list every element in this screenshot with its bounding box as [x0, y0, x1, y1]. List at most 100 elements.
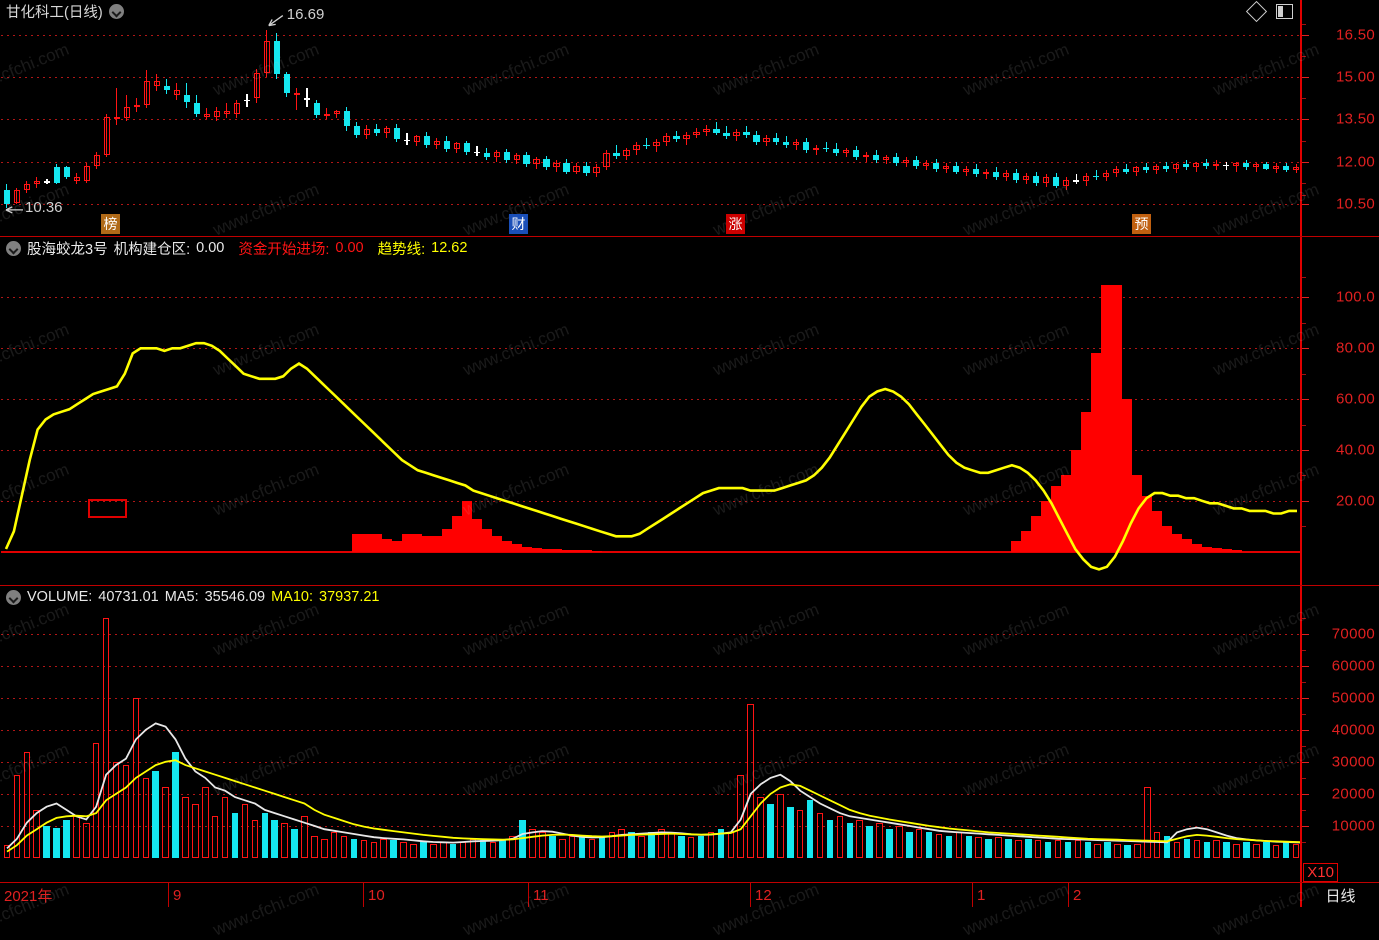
volume-bar [1064, 841, 1072, 858]
volume-bar [499, 838, 507, 858]
volume-bar [1005, 838, 1012, 858]
indicator-item-0-value: 0.00 [196, 240, 225, 256]
chevron-down-icon[interactable] [6, 589, 21, 605]
gridline [1, 77, 1300, 78]
volume-bar [658, 829, 665, 858]
volume-bar [1193, 840, 1201, 858]
volume-bar [1163, 835, 1171, 858]
volume-bar [886, 829, 893, 858]
indicator-histogram-bar [1181, 538, 1192, 552]
date-label-4: 12 [750, 883, 772, 907]
candle-body [1272, 165, 1280, 169]
indicator-plot-area[interactable] [1, 237, 1300, 585]
price-marker-2[interactable]: 涨 [726, 214, 745, 234]
candle-body [1182, 164, 1190, 168]
candle-wick [1045, 174, 1047, 187]
candle-body [463, 143, 470, 152]
candle-body [1063, 179, 1070, 186]
candle-wick [785, 136, 787, 148]
candle-wick [106, 113, 108, 158]
candle-body [443, 140, 450, 149]
candle-body [323, 113, 330, 116]
volume-bar [1144, 787, 1151, 858]
candle-body [373, 129, 380, 134]
price-marker-3[interactable]: 预 [1132, 214, 1151, 234]
volume-bar [687, 837, 695, 858]
indicator-legend-box [88, 499, 127, 518]
candle-wick [366, 125, 368, 140]
volume-bar [3, 845, 11, 858]
volume-bar [1104, 841, 1111, 858]
price-marker-0[interactable]: 榜 [101, 214, 120, 234]
candle-body [563, 163, 570, 172]
volume-value: 40731.01 [98, 589, 159, 605]
candle-body [543, 158, 550, 168]
candle-body [823, 147, 830, 150]
price-plot-area[interactable]: 16.69 10.36 [1, 0, 1300, 236]
candle-body [603, 153, 610, 168]
panel-icon[interactable] [1276, 4, 1293, 19]
candle-body [643, 144, 650, 147]
candle-wick [626, 147, 628, 161]
axis-minor-mark [1302, 745, 1306, 747]
axis-tick-mark [1302, 729, 1309, 731]
axis-tick-mark [1302, 633, 1309, 635]
indicator-histogram-bar [481, 528, 493, 552]
indicator-histogram-bar [1161, 526, 1172, 552]
candle-body [873, 154, 880, 161]
volume-bar [906, 832, 913, 858]
gridline [1, 348, 1300, 349]
indicator-histogram-bar [401, 533, 413, 552]
gridline [1, 698, 1300, 699]
volume-bar [1084, 841, 1092, 858]
axis-tick-mark [1302, 77, 1309, 79]
indicator-histogram-bar [491, 536, 503, 552]
candle-wick [146, 70, 148, 109]
trading-chart-window: www.cfchi.com www.cfchi.com www.cfchi.com w… [0, 0, 1379, 907]
candle-body [143, 81, 150, 106]
indicator-histogram-bar [361, 533, 373, 552]
candle-body [313, 102, 320, 116]
candle-wick [296, 88, 298, 110]
candle-wick [576, 163, 578, 175]
date-label-1: 9 [168, 883, 181, 907]
candle-wick [1005, 170, 1007, 182]
candle-body [113, 116, 120, 119]
axis-tick-label: 20.00 [1335, 492, 1375, 510]
axis-tick-label: 80.00 [1335, 339, 1375, 357]
chevron-down-icon[interactable] [6, 240, 21, 256]
candle-body [1073, 180, 1080, 182]
indicator-histogram-bar [1071, 449, 1082, 552]
candle-wick [606, 150, 608, 171]
diamond-icon[interactable] [1245, 0, 1268, 23]
indicator-histogram-bar [551, 549, 563, 552]
volume-bar [102, 617, 110, 858]
candle-body [1252, 164, 1260, 168]
candle-body [633, 144, 640, 151]
chevron-down-icon[interactable] [108, 3, 124, 19]
indicator-histogram-bar [1111, 284, 1122, 552]
candle-body [973, 168, 980, 175]
indicator-histogram-bar [381, 538, 393, 552]
candle-body [383, 127, 390, 134]
price-axis: 10.50 12.00 13.50 15.00 16.50 [1300, 0, 1379, 236]
candle-wick [226, 102, 228, 118]
candle-wick [646, 137, 647, 149]
indicator-histogram-bar [1081, 411, 1092, 552]
date-label-2: 10 [363, 883, 385, 907]
volume-bar [251, 819, 259, 858]
axis-tick-mark [1302, 348, 1309, 350]
volume-plot-area[interactable] [1, 586, 1300, 882]
indicator-histogram-bar [541, 549, 553, 552]
candle-wick [1085, 172, 1087, 186]
price-marker-1[interactable]: 财 [509, 214, 528, 234]
candle-wick [725, 126, 727, 140]
gridline [1, 730, 1300, 731]
candle-body [903, 160, 910, 164]
volume-bar [866, 825, 873, 858]
candle-body [63, 167, 71, 178]
indicator-histogram-bar [441, 528, 453, 552]
price-panel: 甘化科工(日线) 16.69 10.36 10.50 12.00 13.50 15.00… [0, 0, 1379, 236]
candle-body [213, 110, 220, 117]
candle-body [1212, 164, 1220, 167]
